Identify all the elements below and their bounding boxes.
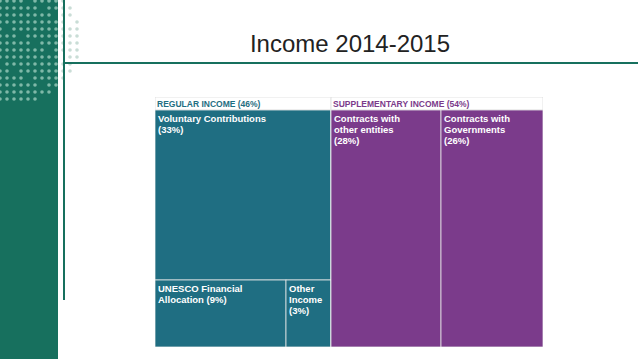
svg-text:other entities: other entities — [334, 124, 394, 135]
svg-text:(33%): (33%) — [158, 124, 183, 135]
svg-text:Allocation (9%): Allocation (9%) — [158, 294, 227, 305]
svg-text:Other: Other — [289, 283, 315, 294]
svg-text:(3%): (3%) — [289, 305, 309, 316]
svg-text:Income 2014-2015: Income 2014-2015 — [250, 30, 450, 57]
svg-text:UNESCO Financial: UNESCO Financial — [158, 283, 242, 294]
svg-text:Governments: Governments — [444, 124, 505, 135]
svg-text:Contracts with: Contracts with — [444, 113, 510, 124]
svg-text:(28%): (28%) — [334, 135, 359, 146]
svg-text:Income: Income — [289, 294, 322, 305]
svg-text:REGULAR INCOME (46%): REGULAR INCOME (46%) — [157, 99, 261, 109]
svg-text:Contracts with: Contracts with — [334, 113, 400, 124]
svg-text:Voluntary Contributions: Voluntary Contributions — [158, 113, 266, 124]
svg-text:(26%): (26%) — [444, 135, 469, 146]
svg-text:SUPPLEMENTARY INCOME (54%): SUPPLEMENTARY INCOME (54%) — [333, 99, 470, 109]
